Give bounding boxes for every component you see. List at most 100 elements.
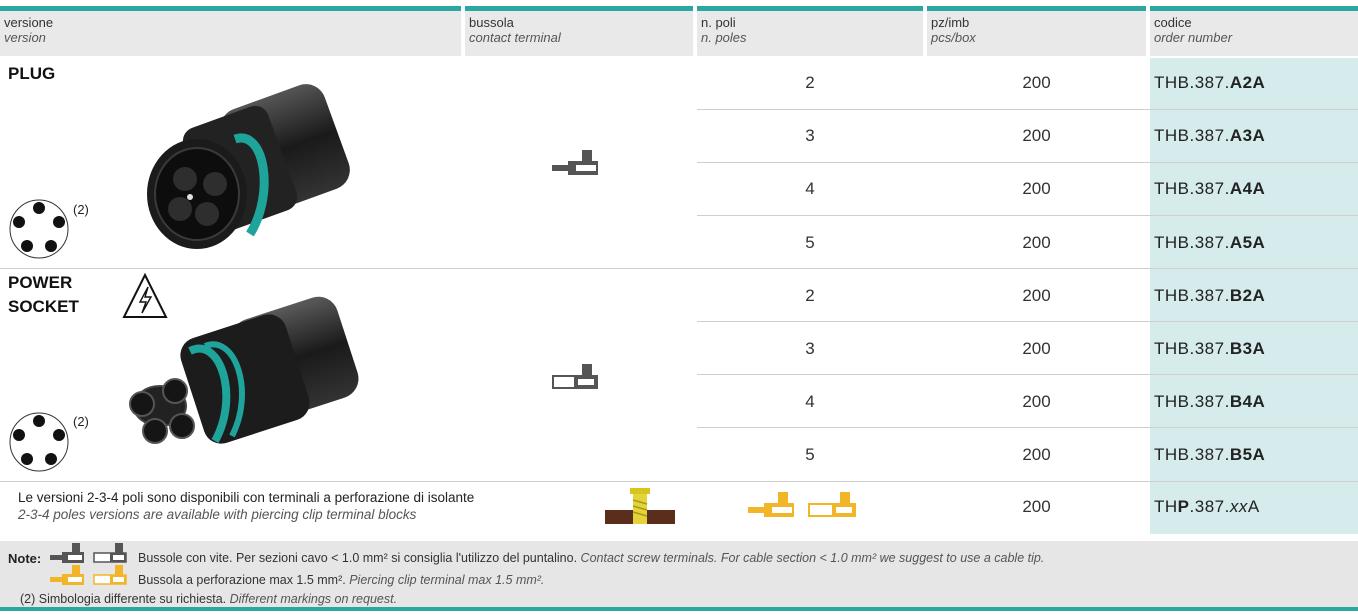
header-terminal-it: bussola — [469, 15, 514, 30]
order-code[interactable]: THB.387.B2A — [1150, 286, 1358, 306]
order-code-suffix: A3A — [1229, 126, 1266, 145]
row-divider — [697, 215, 1358, 216]
header-terminal-en: contact terminal — [469, 30, 561, 45]
row-divider — [697, 109, 1358, 110]
pcs-value: 200 — [1022, 339, 1051, 358]
poles-value: 3 — [805, 126, 815, 145]
order-code-prefix: THB.387. — [1154, 445, 1230, 464]
screw-terminal-icon — [552, 150, 598, 175]
piercing-code-b: P — [1177, 497, 1190, 516]
header-code-it: codice — [1154, 15, 1192, 30]
order-code-suffix: B5A — [1229, 445, 1266, 464]
pcs-value: 200 — [1022, 233, 1051, 252]
piercing-text-en: 2-3-4 poles versions are available with … — [18, 507, 417, 522]
screw-terminal-outline-icon — [93, 543, 127, 563]
piercing-terminal-icon — [50, 565, 84, 585]
row-divider — [697, 162, 1358, 163]
order-code[interactable]: THB.387.A3A — [1150, 126, 1358, 146]
screw-terminal-outline-icon — [552, 364, 598, 389]
order-code-prefix: THB.387. — [1154, 179, 1230, 198]
pcs-value: 200 — [1022, 445, 1051, 464]
note-line-2-en: Piercing clip terminal max 1.5 mm². — [349, 573, 545, 587]
note-line-3-it: (2) Simbologia differente su richiesta. — [20, 592, 227, 606]
order-code-suffix: B2A — [1229, 286, 1266, 305]
poles-value: 3 — [805, 339, 815, 358]
piercing-text-it: Le versioni 2-3-4 poli sono disponibili … — [18, 490, 475, 505]
note-line-1-it: Bussole con vite. Per sezioni cavo < 1.0… — [138, 551, 578, 565]
pcs-value: 200 — [1022, 179, 1051, 198]
socket-title-line1: POWER — [8, 273, 73, 292]
order-code-prefix: THB.387. — [1154, 126, 1230, 145]
piercing-code-d: xx — [1229, 497, 1248, 516]
header-terminal: bussola contact terminal — [465, 6, 693, 56]
order-code[interactable]: THB.387.A5A — [1150, 233, 1358, 253]
piercing-terminal-outline-icon — [808, 492, 856, 517]
header-pcs: pz/imb pcs/box — [927, 6, 1146, 56]
pcs-value: 200 — [1022, 392, 1051, 411]
socket-connector-image — [129, 296, 359, 444]
notes-label: Note: — [8, 551, 42, 566]
poles-value: 5 — [805, 445, 815, 464]
order-code[interactable]: THB.387.B3A — [1150, 339, 1358, 359]
note-line-2-it: Bussola a perforazione max 1.5 mm². — [138, 573, 346, 587]
plug-pin-note: (2) — [73, 202, 89, 217]
header-pcs-en: pcs/box — [931, 30, 976, 45]
code-column-bg — [1150, 58, 1358, 534]
poles-value: 2 — [805, 286, 815, 305]
poles-value: 5 — [805, 233, 815, 252]
piercing-terminal-outline-icon — [93, 565, 127, 585]
high-voltage-warning-icon — [122, 272, 168, 318]
header-version-en: version — [4, 30, 46, 45]
order-code[interactable]: THB.387.A2A — [1150, 73, 1358, 93]
order-code-suffix: B3A — [1229, 339, 1266, 358]
note-line-1-en: Contact screw terminals. For cable secti… — [580, 551, 1045, 565]
header-poles: n. poli n. poles — [697, 6, 923, 56]
order-code[interactable]: THB.387.B4A — [1150, 392, 1358, 412]
piercing-pcs-value: 200 — [1022, 497, 1051, 516]
order-code-prefix: THB.387. — [1154, 339, 1230, 358]
row-divider — [697, 321, 1358, 322]
note-line-1: Bussole con vite. Per sezioni cavo < 1.0… — [138, 551, 1044, 565]
piercing-clip-image — [605, 488, 675, 524]
header-code: codice order number — [1150, 6, 1358, 56]
note-line-3-en: Different markings on request. — [229, 592, 398, 606]
order-code-suffix: A4A — [1229, 179, 1266, 198]
pcs-value: 200 — [1022, 286, 1051, 305]
piercing-terminal-icon — [748, 492, 794, 517]
row-divider — [697, 427, 1358, 428]
order-code-prefix: THB.387. — [1154, 392, 1230, 411]
header-code-en: order number — [1154, 30, 1233, 45]
order-code-suffix: A5A — [1229, 233, 1266, 252]
header-poles-it: n. poli — [701, 15, 736, 30]
socket-pin-note: (2) — [73, 414, 89, 429]
header-version: versione version — [0, 6, 461, 56]
row-divider — [697, 374, 1358, 375]
piercing-code-c: .387. — [1189, 497, 1230, 516]
order-code-prefix: THB.387. — [1154, 286, 1230, 305]
section-divider — [0, 268, 1358, 269]
note-line-2: Bussola a perforazione max 1.5 mm². Pier… — [138, 573, 544, 587]
plug-pin-diagram — [9, 199, 69, 259]
piercing-code-e: A — [1247, 497, 1260, 516]
section-divider — [0, 481, 1358, 482]
pcs-value: 200 — [1022, 73, 1051, 92]
order-code-prefix: THB.387. — [1154, 73, 1230, 92]
order-code-prefix: THB.387. — [1154, 233, 1230, 252]
poles-value: 4 — [805, 179, 815, 198]
piercing-code-a: TH — [1154, 497, 1178, 516]
header-version-it: versione — [4, 15, 54, 30]
pcs-value: 200 — [1022, 126, 1051, 145]
socket-title-line2: SOCKET — [8, 297, 79, 316]
screw-terminal-icon — [50, 543, 84, 563]
notes-panel: Note: Bussole con vite. Per sezioni cavo… — [0, 541, 1358, 611]
order-code[interactable]: THB.387.B5A — [1150, 445, 1358, 465]
header-poles-en: n. poles — [701, 30, 747, 45]
plug-title: PLUG — [8, 64, 56, 83]
piercing-order-code[interactable]: THP.387.xxA — [1150, 497, 1358, 517]
order-code-suffix: B4A — [1229, 392, 1266, 411]
order-code[interactable]: THB.387.A4A — [1150, 179, 1358, 199]
poles-value: 2 — [805, 73, 815, 92]
poles-value: 4 — [805, 392, 815, 411]
header-pcs-it: pz/imb — [931, 15, 970, 30]
note-line-3: (2) Simbologia differente su richiesta. … — [20, 592, 397, 606]
